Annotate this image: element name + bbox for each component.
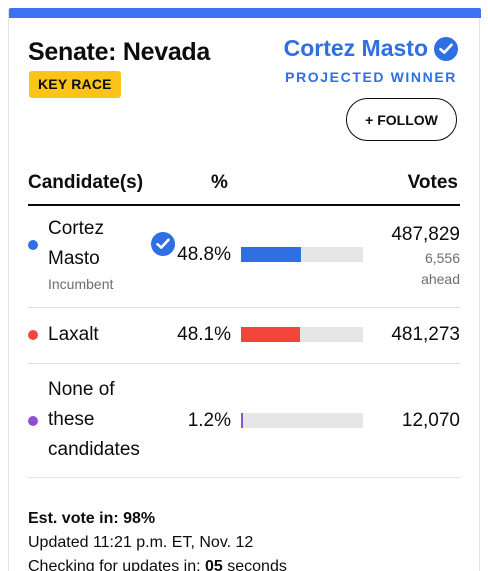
candidate-name-line2: these xyxy=(48,409,95,430)
lead-label: ahead xyxy=(421,271,460,287)
incumbent-label: Incumbent xyxy=(48,276,114,292)
candidate-color-dot xyxy=(28,330,38,340)
check-circle-icon xyxy=(151,232,175,256)
candidate-name-line1: Laxalt xyxy=(48,324,99,345)
update-countdown: Checking for updates in: 05 seconds xyxy=(28,555,287,571)
candidate-votes: 481,273 xyxy=(391,324,460,345)
vote-share-bar xyxy=(241,247,363,262)
results-table-header: Candidate(s) % Votes xyxy=(28,172,458,196)
candidate-votes: 487,829 xyxy=(391,224,460,245)
projected-winner-label: PROJECTED WINNER xyxy=(285,69,457,85)
lead-margin: 6,556 xyxy=(424,250,460,266)
countdown-suffix: seconds xyxy=(222,558,287,571)
header-divider xyxy=(28,204,460,206)
candidate-name-line1: None of xyxy=(48,379,115,400)
last-updated: Updated 11:21 p.m. ET, Nov. 12 xyxy=(28,534,254,551)
candidate-votes: 12,070 xyxy=(401,410,460,431)
candidate-name-line3: candidates xyxy=(48,439,140,460)
candidate-name-line2: Masto xyxy=(48,248,100,269)
row-divider xyxy=(28,363,460,364)
candidate-name-line1: Cortez xyxy=(48,218,104,239)
vote-share-fill xyxy=(241,413,243,428)
candidate-percent: 1.2% xyxy=(187,410,231,431)
vote-share-fill xyxy=(241,327,300,342)
countdown-prefix: Checking for updates in: xyxy=(28,558,205,571)
estimated-vote-in: Est. vote in: 98% xyxy=(28,510,156,527)
key-race-badge: KEY RACE xyxy=(29,71,121,98)
vote-share-bar xyxy=(241,413,363,428)
candidate-color-dot xyxy=(28,416,38,426)
race-title: Senate: Nevada xyxy=(28,38,210,66)
candidate-row-none-of-these: None of these candidates 1.2% 12,070 xyxy=(28,368,460,478)
race-card: Senate: Nevada KEY RACE Cortez Masto PRO… xyxy=(8,8,481,571)
countdown-seconds: 05 xyxy=(205,558,223,571)
candidate-percent: 48.1% xyxy=(177,324,231,345)
results-footer: Est. vote in: 98% Updated 11:21 p.m. ET,… xyxy=(28,507,287,571)
votes-column-header: Votes xyxy=(407,172,458,193)
party-color-bar xyxy=(9,8,481,18)
vote-share-bar xyxy=(241,327,363,342)
candidate-percent: 48.8% xyxy=(177,244,231,265)
candidate-column-header: Candidate(s) xyxy=(28,172,144,193)
candidate-row-laxalt: Laxalt 48.1% 481,273 xyxy=(28,308,460,364)
check-circle-icon xyxy=(434,36,458,61)
vote-share-fill xyxy=(241,247,301,262)
row-divider xyxy=(28,307,460,308)
projected-winner-name: Cortez Masto xyxy=(284,35,458,62)
percent-column-header: % xyxy=(211,172,228,193)
row-divider xyxy=(28,477,460,478)
follow-button[interactable]: + FOLLOW xyxy=(346,98,457,141)
winner-name-text: Cortez Masto xyxy=(283,35,428,61)
candidate-row-cortez-masto: Cortez Masto Incumbent 48.8% 487,829 6,5… xyxy=(28,208,460,304)
candidate-color-dot xyxy=(28,240,38,250)
